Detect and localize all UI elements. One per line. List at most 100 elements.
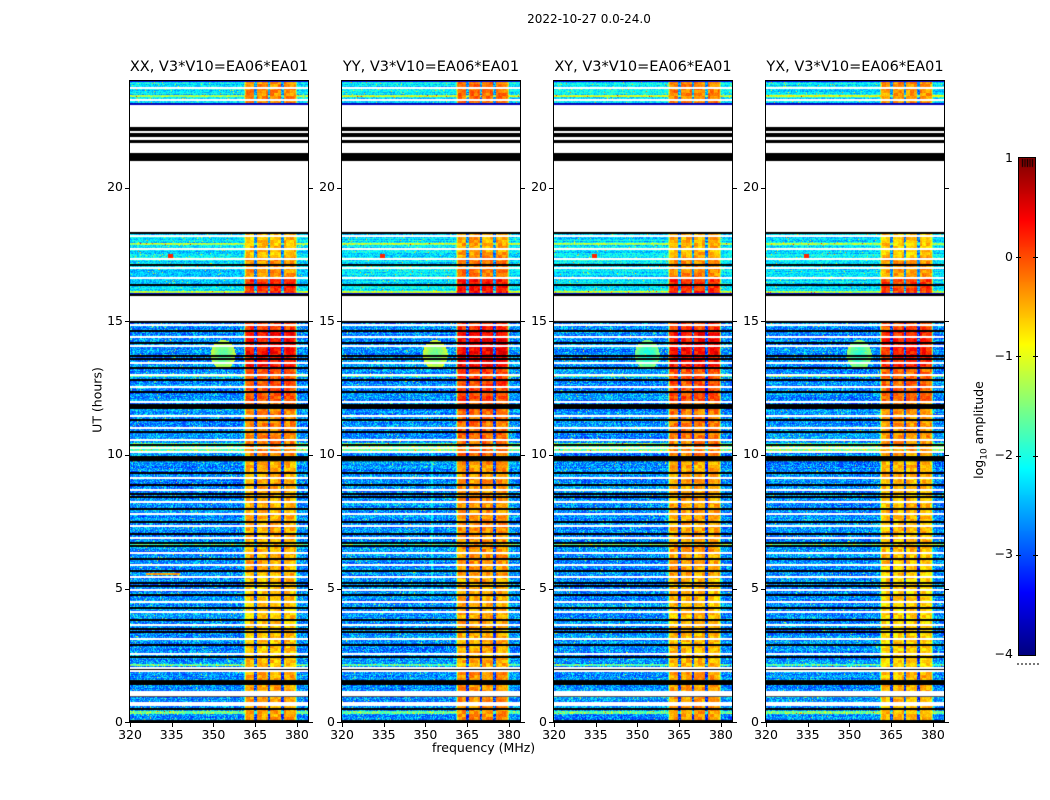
colorbar-tick-mark	[1016, 257, 1021, 259]
y-tick-label: 20	[107, 179, 123, 195]
y-tick-label: 15	[107, 312, 123, 328]
x-tick-mark	[595, 723, 597, 727]
y-tick-label: 15	[743, 312, 759, 328]
y-tick-label: 5	[115, 579, 123, 595]
y-tick-label: 15	[531, 312, 547, 328]
y-tick-mark	[337, 321, 341, 323]
y-tick-label: 15	[319, 312, 335, 328]
x-tick-mark	[720, 723, 722, 727]
y-tick-mark	[309, 588, 313, 590]
x-tick-mark	[679, 723, 681, 727]
y-tick-label: 20	[743, 179, 759, 195]
x-tick-mark	[849, 723, 851, 727]
y-tick-mark	[549, 454, 553, 456]
y-tick-mark	[733, 187, 737, 189]
y-tick-mark	[945, 321, 949, 323]
x-tick-mark	[807, 723, 809, 727]
x-tick-label: 350	[413, 727, 438, 742]
spectrogram-canvas-yy	[341, 80, 521, 723]
y-tick-mark	[125, 588, 129, 590]
y-tick-label: 10	[743, 446, 759, 462]
y-tick-label: 0	[327, 713, 335, 729]
y-tick-label: 10	[531, 446, 547, 462]
spectrogram-panel-xy: XY, V3*V10=EA06*EA01	[553, 59, 733, 723]
x-tick-label: 335	[371, 727, 396, 742]
x-tick-label: 365	[455, 727, 480, 742]
y-tick-mark	[125, 321, 129, 323]
y-tick-label: 10	[319, 446, 335, 462]
colorbar-label: log10 amplitude	[971, 381, 990, 479]
y-tick-mark	[337, 722, 341, 723]
colorbar-label-prefix: log	[970, 459, 986, 479]
colorbar	[1018, 157, 1036, 656]
y-tick-mark	[733, 454, 737, 456]
y-tick-mark	[945, 722, 949, 723]
y-tick-label: 20	[319, 179, 335, 195]
x-tick-mark	[508, 723, 510, 727]
y-tick-mark	[549, 187, 553, 189]
y-tick-mark	[945, 454, 949, 456]
y-tick-mark	[309, 321, 313, 323]
y-tick-label: 0	[539, 713, 547, 729]
y-tick-mark	[125, 722, 129, 723]
y-tick-mark	[125, 454, 129, 456]
y-tick-mark	[761, 588, 765, 590]
x-tick-mark	[932, 723, 934, 727]
colorbar-tick-label: −1	[994, 347, 1013, 363]
spectrogram-panel-yy: YY, V3*V10=EA06*EA01	[341, 59, 521, 723]
y-tick-mark	[945, 588, 949, 590]
spectrogram-canvas-xy	[553, 80, 733, 723]
spectrogram-panel-yx: YX, V3*V10=EA06*EA01	[765, 59, 945, 723]
spectrogram-canvas-xx	[129, 80, 309, 723]
spectrogram-canvas-yx	[765, 80, 945, 723]
panel-title-yx: YX, V3*V10=EA06*EA01	[766, 59, 944, 75]
panel-title-xy: XY, V3*V10=EA06*EA01	[554, 59, 732, 75]
panel-title-yy: YY, V3*V10=EA06*EA01	[342, 59, 520, 75]
x-tick-mark	[130, 723, 131, 727]
y-axis-label: UT (hours)	[89, 367, 105, 433]
colorbar-label-suffix: amplitude	[970, 381, 986, 449]
x-axis-label: frequency (MHz)	[432, 740, 536, 755]
x-tick-label: 365	[243, 727, 268, 742]
x-tick-label: 365	[879, 727, 904, 742]
figure-title: 2022-10-27 0.0-24.0	[527, 12, 651, 26]
x-tick-mark	[383, 723, 385, 727]
x-tick-label: 380	[708, 727, 733, 742]
y-tick-mark	[309, 722, 313, 723]
x-tick-mark	[296, 723, 298, 727]
panel-title-xx: XX, V3*V10=EA06*EA01	[129, 59, 309, 75]
y-tick-mark	[945, 187, 949, 189]
y-tick-mark	[521, 722, 525, 723]
x-tick-label: 380	[284, 727, 309, 742]
y-tick-mark	[125, 187, 129, 189]
x-tick-label: 320	[330, 727, 354, 742]
y-tick-label: 10	[107, 446, 123, 462]
x-tick-label: 335	[795, 727, 820, 742]
x-tick-mark	[891, 723, 893, 727]
y-tick-mark	[521, 321, 525, 323]
x-tick-label: 350	[201, 727, 226, 742]
y-tick-label: 20	[531, 179, 547, 195]
y-tick-mark	[337, 588, 341, 590]
colorbar-tick-label: −4	[994, 645, 1013, 661]
y-tick-mark	[733, 588, 737, 590]
colorbar-tick-mark	[1033, 356, 1038, 358]
spectrogram-panel-xx: XX, V3*V10=EA06*EA01	[129, 59, 309, 723]
x-tick-label: 380	[496, 727, 521, 742]
y-tick-mark	[521, 588, 525, 590]
y-tick-mark	[549, 588, 553, 590]
y-tick-mark	[521, 187, 525, 189]
y-tick-label: 5	[751, 579, 759, 595]
colorbar-extend-dots	[1017, 663, 1039, 665]
y-tick-mark	[761, 187, 765, 189]
y-tick-mark	[309, 454, 313, 456]
x-tick-label: 365	[667, 727, 692, 742]
x-tick-mark	[467, 723, 469, 727]
colorbar-tick-mark	[1033, 455, 1038, 457]
colorbar-tick-label: 0	[1005, 248, 1013, 264]
colorbar-tick-mark	[1016, 455, 1021, 457]
x-tick-label: 320	[118, 727, 142, 742]
x-tick-mark	[255, 723, 257, 727]
colorbar-tick-mark	[1033, 554, 1038, 556]
x-tick-label: 380	[920, 727, 945, 742]
